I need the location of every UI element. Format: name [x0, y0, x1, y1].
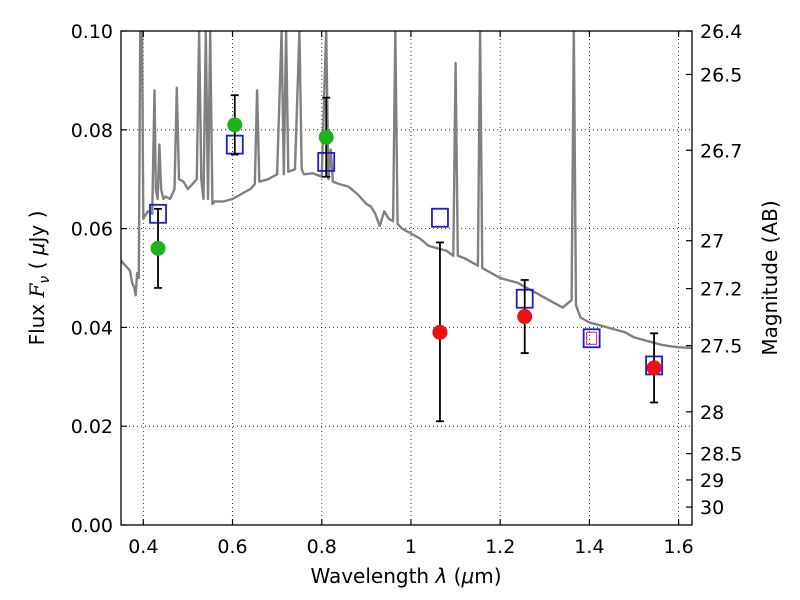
x-tick-labels: 0.4 0.6 0.8 1 1.2 1.4 1.6 — [128, 536, 694, 558]
plot-background — [121, 31, 692, 525]
y2-axis-title: Magnitude (AB) — [758, 200, 782, 355]
y-tick-label: 0.02 — [71, 416, 113, 438]
y2-tick-label: 28.5 — [700, 444, 742, 466]
x-tick-label: 0.8 — [307, 536, 337, 558]
plot-frame — [120, 30, 693, 526]
y-axis-title: Flux Fν ( μJy ) — [25, 211, 53, 346]
y-tick-labels: 0.00 0.02 0.04 0.06 0.08 0.10 — [71, 21, 113, 537]
y-tick-label: 0.00 — [71, 515, 113, 537]
axis-ticks — [121, 30, 692, 526]
x-tick-label: 1.4 — [574, 536, 604, 558]
green-data-point — [318, 129, 334, 145]
green-data-point — [150, 240, 166, 256]
x-tick-label: 1.2 — [485, 536, 515, 558]
y-tick-label: 0.04 — [71, 317, 113, 339]
x-tick-label: 1.6 — [664, 536, 694, 558]
model-photometry-inner-square — [586, 331, 598, 345]
model-photometry-square — [582, 328, 601, 349]
y2-tick-label: 27.2 — [700, 279, 742, 301]
y2-tick-label: 26.5 — [700, 64, 742, 86]
red-data-point — [517, 309, 533, 325]
observed-points-layer — [150, 117, 662, 376]
x-tick-label: 0.6 — [217, 536, 247, 558]
green-data-point — [227, 117, 243, 133]
x-tick-label: 0.4 — [128, 536, 158, 558]
y2-tick-label: 30 — [700, 497, 724, 519]
y2-tick-label: 28 — [700, 402, 724, 424]
y-tick-label: 0.10 — [71, 21, 113, 43]
y2-tick-label: 26.4 — [700, 21, 742, 43]
red-data-point — [432, 324, 448, 340]
y2-tick-label: 27 — [700, 231, 724, 253]
model-spectrum-line — [121, 31, 692, 350]
y2-tick-labels: 26.4 26.5 26.7 27 27.2 27.5 28 28.5 29 30 — [700, 21, 742, 519]
model-photometry-square — [431, 207, 449, 228]
plot-area — [121, 31, 692, 423]
x-axis-title: Wavelength λ (μm) — [310, 564, 501, 588]
model-spectrum-layer — [121, 31, 692, 350]
y2-tick-label: 26.7 — [700, 140, 742, 162]
y2-tick-label: 27.5 — [700, 336, 742, 358]
y-tick-label: 0.06 — [71, 219, 113, 241]
x-tick-label: 1 — [405, 536, 417, 558]
red-data-point — [646, 360, 662, 376]
y2-tick-label: 29 — [700, 470, 724, 492]
y-tick-label: 0.08 — [71, 120, 113, 142]
